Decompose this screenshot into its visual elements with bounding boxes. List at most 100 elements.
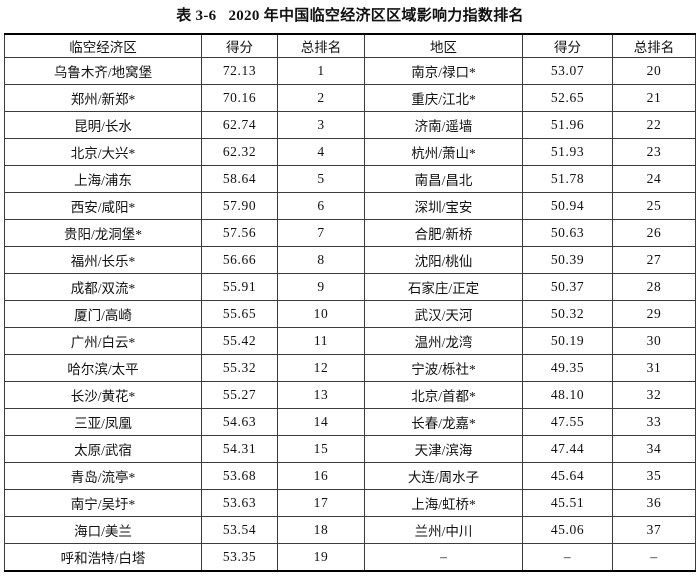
zone-cell-left: 昆明/长水 <box>4 111 202 139</box>
zone-cell-left: 三亚/凤凰 <box>4 408 202 436</box>
score-cell-left: 53.63 <box>201 489 278 517</box>
rank-cell-left: 18 <box>277 516 365 544</box>
rank-cell-left: 1 <box>277 57 365 85</box>
score-cell-right: 49.35 <box>522 354 613 382</box>
zone-cell-right: 石家庄/正定 <box>364 273 523 301</box>
zone-cell-right: 杭州/萧山* <box>364 138 523 166</box>
score-cell-left: 70.16 <box>201 84 278 112</box>
zone-cell-right: 合肥/新桥 <box>364 219 523 247</box>
table-row: 太原/武宿 54.31 15 天津/滨海 47.44 34 <box>4 435 696 463</box>
rank-cell-left: 11 <box>277 327 365 355</box>
zone-cell-right: 宁波/栎社* <box>364 354 523 382</box>
table-row: 青岛/流亭* 53.68 16 大连/周水子 45.64 35 <box>4 462 696 490</box>
score-cell-left: 55.32 <box>201 354 278 382</box>
table-row: 郑州/新郑* 70.16 2 重庆/江北* 52.65 21 <box>4 84 696 112</box>
score-cell-left: 53.35 <box>201 543 278 572</box>
score-cell-left: 62.32 <box>201 138 278 166</box>
rank-cell-left: 16 <box>277 462 365 490</box>
rank-cell-left: 7 <box>277 219 365 247</box>
rank-cell-left: 10 <box>277 300 365 328</box>
zone-cell-left: 福州/长乐* <box>4 246 202 274</box>
zone-cell-left: 厦门/高崎 <box>4 300 202 328</box>
rank-cell-left: 13 <box>277 381 365 409</box>
score-cell-right: 50.63 <box>522 219 613 247</box>
zone-cell-left: 乌鲁木齐/地窝堡 <box>4 57 202 85</box>
zone-cell-right: 温州/龙湾 <box>364 327 523 355</box>
score-cell-left: 54.31 <box>201 435 278 463</box>
zone-cell-left: 郑州/新郑* <box>4 84 202 112</box>
table-row: 成都/双流* 55.91 9 石家庄/正定 50.37 28 <box>4 273 696 301</box>
zone-cell-right: 南昌/昌北 <box>364 165 523 193</box>
score-cell-right: 50.94 <box>522 192 613 220</box>
score-cell-left: 62.74 <box>201 111 278 139</box>
table-row: 南宁/吴圩* 53.63 17 上海/虹桥* 45.51 36 <box>4 489 696 517</box>
zone-cell-left: 北京/大兴* <box>4 138 202 166</box>
score-cell-left: 55.65 <box>201 300 278 328</box>
rank-cell-right: 22 <box>612 111 696 139</box>
rank-cell-left: 15 <box>277 435 365 463</box>
table-row: 厦门/高崎 55.65 10 武汉/天河 50.32 29 <box>4 300 696 328</box>
score-cell-left: 58.64 <box>201 165 278 193</box>
table-row: 呼和浩特/白塔 53.35 19 – – – <box>4 543 696 572</box>
zone-cell-left: 南宁/吴圩* <box>4 489 202 517</box>
zone-cell-right: 济南/遥墙 <box>364 111 523 139</box>
rank-cell-right: 32 <box>612 381 696 409</box>
zone-cell-right: 北京/首都* <box>364 381 523 409</box>
table-row: 西安/咸阳* 57.90 6 深圳/宝安 50.94 25 <box>4 192 696 220</box>
score-cell-left: 56.66 <box>201 246 278 274</box>
zone-cell-left: 太原/武宿 <box>4 435 202 463</box>
zone-cell-right: 南京/禄口* <box>364 57 523 85</box>
rank-cell-left: 2 <box>277 84 365 112</box>
score-cell-left: 55.27 <box>201 381 278 409</box>
zone-cell-right: 重庆/江北* <box>364 84 523 112</box>
rank-cell-right: 26 <box>612 219 696 247</box>
rank-cell-right: 20 <box>612 57 696 85</box>
score-cell-left: 57.90 <box>201 192 278 220</box>
score-cell-right: 50.19 <box>522 327 613 355</box>
rank-cell-right: 25 <box>612 192 696 220</box>
rank-cell-left: 8 <box>277 246 365 274</box>
score-cell-right: 52.65 <box>522 84 613 112</box>
table-header-row: 临空经济区 得分 总排名 地区 得分 总排名 <box>4 33 696 58</box>
header-zone-right: 地区 <box>364 33 523 58</box>
zone-cell-right: 兰州/中川 <box>364 516 523 544</box>
header-rank-right: 总排名 <box>612 33 696 58</box>
rank-cell-right: 31 <box>612 354 696 382</box>
score-cell-right: 50.37 <box>522 273 613 301</box>
zone-cell-right: 天津/滨海 <box>364 435 523 463</box>
rank-cell-left: 9 <box>277 273 365 301</box>
rank-cell-right: 36 <box>612 489 696 517</box>
rank-cell-left: 12 <box>277 354 365 382</box>
zone-cell-left: 广州/白云* <box>4 327 202 355</box>
score-cell-left: 55.91 <box>201 273 278 301</box>
header-score-left: 得分 <box>201 33 278 58</box>
table-title-text: 2020 年中国临空经济区区域影响力指数排名 <box>228 8 524 24</box>
rank-cell-right: 30 <box>612 327 696 355</box>
score-cell-right: 47.55 <box>522 408 613 436</box>
zone-cell-right: 上海/虹桥* <box>364 489 523 517</box>
header-rank-left: 总排名 <box>277 33 365 58</box>
score-cell-left: 72.13 <box>201 57 278 85</box>
zone-cell-right: 深圳/宝安 <box>364 192 523 220</box>
header-score-right: 得分 <box>522 33 613 58</box>
zone-cell-left: 成都/双流* <box>4 273 202 301</box>
table-row: 哈尔滨/太平 55.32 12 宁波/栎社* 49.35 31 <box>4 354 696 382</box>
score-cell-right: 48.10 <box>522 381 613 409</box>
table-row: 三亚/凤凰 54.63 14 长春/龙嘉* 47.55 33 <box>4 408 696 436</box>
rank-cell-left: 14 <box>277 408 365 436</box>
score-cell-right: 45.64 <box>522 462 613 490</box>
rank-cell-left: 17 <box>277 489 365 517</box>
rank-cell-right: 21 <box>612 84 696 112</box>
zone-cell-left: 青岛/流亭* <box>4 462 202 490</box>
rank-cell-right: 37 <box>612 516 696 544</box>
rank-cell-left: 5 <box>277 165 365 193</box>
rank-cell-right: 24 <box>612 165 696 193</box>
score-cell-left: 53.68 <box>201 462 278 490</box>
table-row: 福州/长乐* 56.66 8 沈阳/桃仙 50.39 27 <box>4 246 696 274</box>
rank-cell-right: 35 <box>612 462 696 490</box>
table-row: 长沙/黄花* 55.27 13 北京/首都* 48.10 32 <box>4 381 696 409</box>
zone-cell-right: 大连/周水子 <box>364 462 523 490</box>
zone-cell-right: 长春/龙嘉* <box>364 408 523 436</box>
rank-cell-left: 19 <box>277 543 365 572</box>
